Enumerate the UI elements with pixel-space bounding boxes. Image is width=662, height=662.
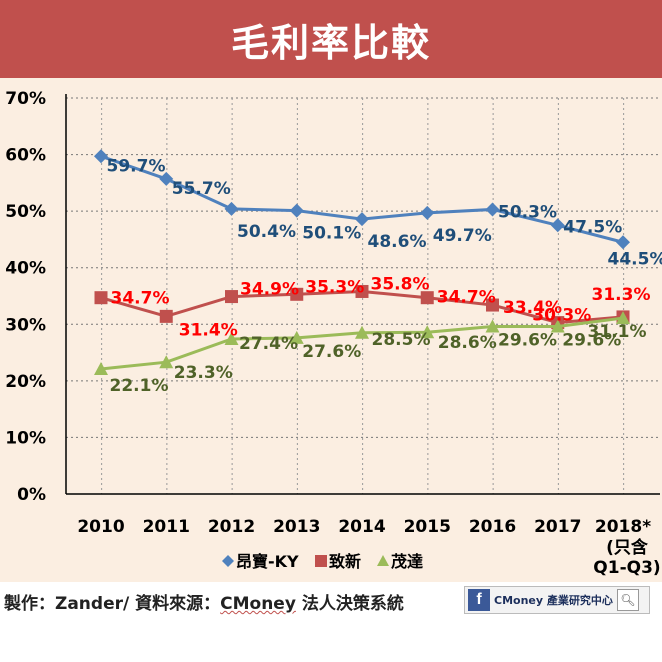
data-label: 34.7% [111,289,170,309]
data-label: 48.6% [368,232,427,252]
data-label: 34.7% [437,288,496,308]
data-point [224,331,239,345]
data-label: 33.4% [503,298,562,318]
x-tick-label: 2011 [143,517,190,537]
x-tick-label: 2013 [273,517,320,537]
series-line [100,154,624,244]
legend-label: 致新 [329,552,361,571]
data-label: 28.6% [438,333,497,353]
facebook-icon: f [468,589,490,611]
data-point [486,298,499,312]
data-label: 55.7% [172,179,231,199]
cmoney-badge[interactable]: f CMoney 產業研究中心 🔍︎ [464,586,650,614]
legend-marker [315,555,327,567]
data-point [355,325,369,339]
data-label: 49.7% [433,226,492,246]
y-tick-label: 50% [5,202,46,222]
y-tick-label: 0% [17,485,46,505]
badge-label: CMoney 產業研究中心 [494,594,613,607]
data-point [94,361,108,375]
data-label: 35.3% [305,277,364,297]
x-tick-note: Q1-Q3) [593,558,660,578]
y-tick-label: 70% [5,89,46,109]
data-point [420,205,435,220]
data-label: 23.3% [174,363,233,383]
x-tick-label: 2016 [469,517,516,537]
gross-margin-line-chart: 0% 10% 20% 30% 40% 50% 60% 70% 2010 2011 2012 2013 2… [5,89,662,578]
data-point [289,203,304,218]
data-point [224,201,239,216]
data-point [420,291,434,305]
y-tick-label: 10% [5,428,46,448]
credit-source: CMoney [220,594,296,614]
data-label: 47.5% [563,217,622,237]
data-label: 50.3% [498,202,557,222]
data-label: 27.4% [239,334,298,354]
data-label: 59.7% [107,156,166,176]
data-point [94,291,108,305]
data-point [420,325,435,339]
data-label: 29.6% [562,331,621,351]
data-label: 27.6% [302,342,361,362]
data-point [159,309,173,323]
x-tick-label: 2010 [77,517,124,537]
data-point [290,287,304,301]
legend-label: 昂寶-KY [236,552,299,571]
data-point [550,218,565,233]
credit-suffix: 法人決策系統 [295,594,404,614]
data-label: 29.6% [498,331,557,351]
y-tick-label: 20% [5,372,46,392]
y-tick-label: 40% [5,259,46,279]
data-point [616,311,630,325]
x-tick-note: (只含 [606,537,649,558]
plot-background [0,78,662,582]
data-label: 28.5% [372,330,431,350]
data-label: 50.4% [237,222,296,242]
search-icon[interactable]: 🔍︎ [616,589,639,611]
data-point [159,171,174,186]
data-point [94,149,108,164]
source-credit: 製作：Zander/ 資料來源：CMoney 法人決策系統 [4,589,404,614]
x-tick-label: 2018* [595,517,651,537]
data-label: 30.3% [532,306,591,326]
data-label: 31.1% [588,322,647,342]
legend-marker [377,555,389,566]
legend-label: 茂達 [391,552,423,571]
legend-marker [222,555,234,567]
y-tick-label: 60% [5,146,46,166]
data-label: 31.4% [179,320,238,340]
data-point [289,330,304,344]
data-point [355,212,369,227]
data-label: 35.8% [371,274,430,294]
x-tick-label: 2014 [338,517,385,537]
data-point [159,355,174,369]
data-label: 22.1% [110,376,169,396]
data-point [225,290,238,304]
x-tick-label: 2012 [208,517,255,537]
x-tick-label: 2017 [534,517,581,537]
data-point [550,319,565,333]
x-tick-label: 2015 [404,517,451,537]
data-point [616,235,630,250]
data-point [485,319,500,333]
data-point [355,284,369,298]
data-label: 34.9% [240,280,299,300]
y-tick-label: 30% [5,315,46,335]
data-label: 44.5% [608,249,662,269]
data-label: 31.3% [592,285,651,305]
data-point [485,202,500,217]
credit-prefix: 製作：Zander/ 資料來源： [4,594,221,614]
data-label: 50.1% [302,224,361,244]
chart-title: 毛利率比較 [0,0,662,78]
